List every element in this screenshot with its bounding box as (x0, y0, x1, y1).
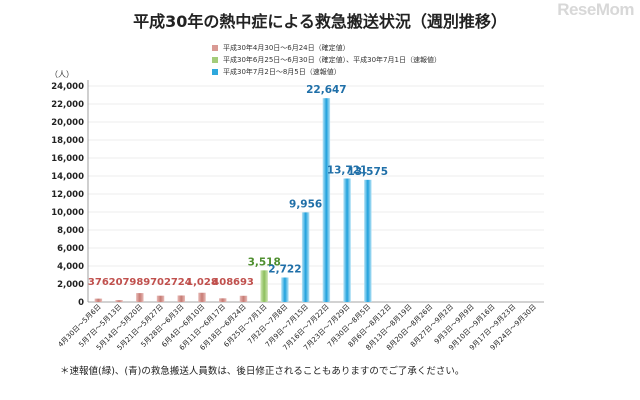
data-label: 1,028 (186, 277, 218, 288)
chart-title: 平成30年の熱中症による救急搬送状況（週別推移） (133, 12, 507, 31)
legend-swatch-preliminary (212, 69, 218, 75)
legend-label-preliminary: 平成30年7月2日～8月5日（速報値） (223, 68, 341, 76)
bar (177, 295, 186, 302)
y-tick-label: 10,000 (51, 208, 84, 218)
y-tick-label: 18,000 (51, 136, 84, 146)
bar (281, 277, 289, 302)
bar (136, 293, 144, 302)
data-label: 702 (150, 277, 171, 288)
data-label: 207 (109, 277, 130, 288)
legend-swatch-confirmed (212, 45, 218, 51)
data-label: 13,721 (327, 165, 368, 177)
data-label: 989 (129, 277, 150, 288)
bar (239, 295, 248, 302)
legend-swatch-mixed (212, 57, 218, 63)
legend-label-confirmed: 平成30年4月30日～6月24日（確定値） (223, 44, 350, 52)
data-label: 9,956 (289, 198, 322, 210)
bar (260, 270, 268, 302)
legend: 平成30年4月30日～6月24日（確定値） 平成30年6月25日～6月30日（確… (212, 42, 441, 78)
y-tick-label: 0 (78, 298, 84, 308)
y-tick-label: 14,000 (51, 172, 84, 182)
y-tick-label: 12,000 (51, 190, 84, 200)
bar (156, 295, 165, 302)
watermark-logo: ReseMom (557, 0, 634, 19)
footnote: ＊速報値(緑)、(青)の救急搬送人員数は、後日修正されることもありますのでご了承… (60, 366, 465, 377)
y-tick-label: 24,000 (51, 82, 84, 92)
y-tick-label: 4,000 (57, 262, 84, 272)
y-tick-label: 8,000 (57, 226, 84, 236)
legend-item-mixed: 平成30年6月25日～6月30日（確定値）、平成30年7月1日（速報値） (212, 54, 441, 66)
data-label: 376 (88, 277, 109, 288)
bar (218, 298, 227, 302)
bar (343, 178, 351, 302)
data-label: 13,575 (348, 166, 389, 178)
y-tick-label: 16,000 (51, 154, 84, 164)
data-label: 2,722 (268, 264, 301, 276)
data-label: 408 (212, 277, 233, 288)
bar (115, 300, 123, 302)
bar (364, 179, 372, 302)
legend-item-preliminary: 平成30年7月2日～8月5日（速報値） (212, 66, 441, 78)
data-label: 3,518 (248, 256, 281, 268)
y-tick-label: 20,000 (51, 118, 84, 128)
legend-item-confirmed: 平成30年4月30日～6月24日（確定値） (212, 42, 441, 54)
bar (94, 298, 103, 302)
data-label: 22,647 (306, 84, 347, 96)
bar (322, 98, 331, 302)
bar (198, 292, 206, 302)
bar (301, 212, 310, 302)
data-label: 724 (171, 277, 192, 288)
y-tick-label: 22,000 (51, 100, 84, 110)
y-axis-unit: （人） (50, 70, 74, 79)
data-label: 693 (233, 277, 254, 288)
y-tick-label: 6,000 (57, 244, 84, 254)
legend-label-mixed: 平成30年6月25日～6月30日（確定値）、平成30年7月1日（速報値） (223, 56, 441, 64)
y-tick-label: 2,000 (57, 280, 84, 290)
